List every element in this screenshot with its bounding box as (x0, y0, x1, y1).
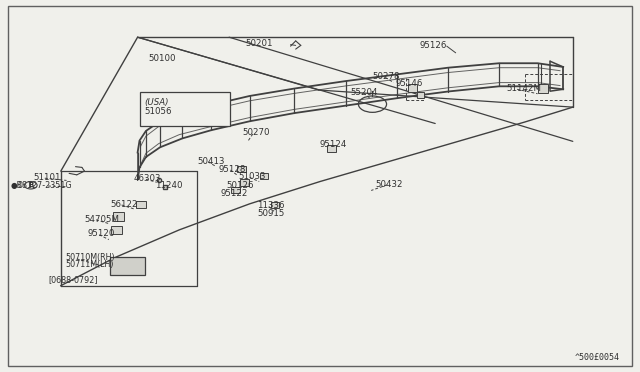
Text: 50270: 50270 (242, 128, 269, 137)
Bar (240, 179, 249, 186)
Text: B: B (28, 182, 33, 188)
Bar (231, 187, 240, 193)
Bar (237, 166, 246, 172)
Text: 56122: 56122 (110, 200, 138, 209)
Text: (USA): (USA) (145, 98, 169, 107)
Text: 50915: 50915 (257, 209, 285, 218)
Text: 95122: 95122 (220, 189, 248, 198)
Text: 50278: 50278 (372, 72, 400, 81)
Bar (110, 257, 145, 275)
Text: 50126: 50126 (227, 181, 254, 190)
Text: ^500£0054: ^500£0054 (575, 353, 620, 362)
Bar (140, 92, 230, 126)
Text: 11240: 11240 (155, 181, 182, 190)
Text: 51033: 51033 (238, 172, 266, 181)
Text: 50413: 50413 (197, 157, 225, 166)
Text: ●B: ●B (10, 181, 22, 190)
Text: 46303: 46303 (134, 174, 161, 183)
Text: 95146: 95146 (396, 79, 423, 88)
Bar (136, 201, 146, 208)
Bar (408, 84, 417, 92)
Text: [0688-0792]: [0688-0792] (49, 275, 99, 284)
Text: 54705M: 54705M (84, 215, 120, 224)
Text: 95128: 95128 (219, 165, 246, 174)
Text: 95126: 95126 (419, 41, 447, 50)
Text: 50710M(RH): 50710M(RH) (65, 253, 115, 262)
Text: 95124: 95124 (319, 140, 347, 149)
Text: 51101: 51101 (33, 173, 61, 182)
Bar (111, 226, 122, 234)
Text: 95120: 95120 (87, 230, 115, 238)
Bar (260, 173, 268, 179)
Bar (538, 84, 548, 93)
Text: 50201: 50201 (245, 39, 273, 48)
Text: 51056: 51056 (145, 107, 172, 116)
Text: 08127-2351G: 08127-2351G (18, 181, 72, 190)
Bar (113, 212, 124, 221)
Text: 50432: 50432 (375, 180, 403, 189)
Text: 55204: 55204 (351, 88, 378, 97)
Bar (271, 202, 279, 208)
Bar (327, 145, 336, 152)
Text: 50100: 50100 (148, 54, 176, 63)
Circle shape (365, 100, 380, 109)
Text: 11336: 11336 (257, 201, 285, 210)
Text: 50711M(LH): 50711M(LH) (65, 260, 114, 269)
Text: 51142M: 51142M (507, 84, 542, 93)
Bar (417, 92, 424, 98)
